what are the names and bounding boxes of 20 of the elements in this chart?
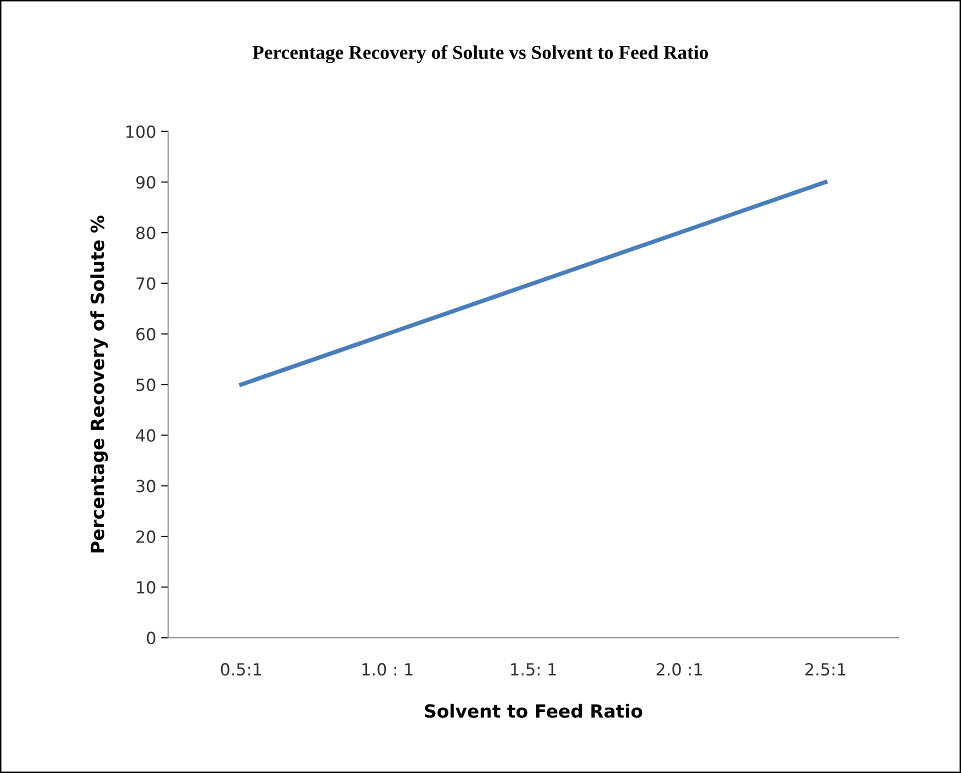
y-tick-label: 50 [136,378,156,392]
x-tick-label: 1.5: 1 [511,663,556,676]
y-tick-label: 70 [136,277,156,290]
line-series [239,180,828,387]
y-tick-label: 20 [136,530,156,544]
y-tick-label: 60 [136,328,156,341]
x-tick-label: 2.0 :1 [656,663,702,676]
chart-title: Percentage Recovery of Solute vs Solvent to Feed Ratio [252,45,708,64]
x-tick-label: 2.5:1 [805,663,846,676]
x-axis-title: Solvent to Feed Ratio [424,704,642,718]
y-tick-label: 80 [136,226,156,240]
y-tick-label: 10 [136,581,156,594]
x-tick-label: 1.0 : 1 [362,663,412,676]
y-axis-title: Percentage Recovery of Solute % [90,216,108,552]
y-tick-label: 100 [126,125,156,138]
x-tick-label: 0.5:1 [220,663,262,676]
y-tick-label: 0 [146,632,156,644]
y-tick-label: 30 [136,480,156,492]
y-tick-label: 90 [136,176,156,189]
y-tick-label: 40 [136,429,156,442]
